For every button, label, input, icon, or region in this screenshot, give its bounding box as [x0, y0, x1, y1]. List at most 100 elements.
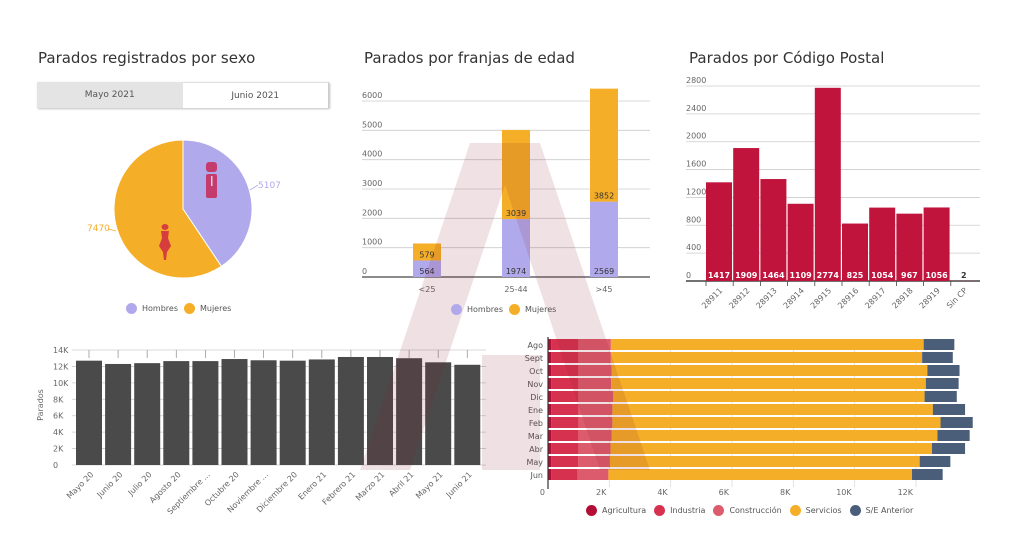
sector-bar-construccin [578, 339, 611, 350]
y-tick-label: 8K [53, 395, 64, 404]
cp-bar [787, 203, 814, 281]
legend-label-industria: Industria [670, 506, 706, 515]
bar-label-mujeres: 3852 [594, 192, 614, 201]
monthly-bar [396, 358, 423, 465]
sector-bar-industria [551, 391, 579, 402]
x-tick-label: 28914 [782, 286, 806, 310]
x-tick-label: 28912 [727, 286, 751, 310]
x-tick-label: 12K [898, 488, 914, 497]
sector-bar-seanterior [940, 417, 973, 428]
tab-label: Junio 2021 [231, 90, 280, 101]
bar-label-hombres: 2569 [594, 267, 614, 276]
y-tick-label: 1000 [362, 238, 382, 247]
sector-bar-servicios [612, 404, 933, 415]
y-tick-label: Dic [530, 393, 543, 402]
monthly-bar [454, 364, 481, 465]
sector-bar-construccin [578, 378, 612, 389]
x-tick-label: 28917 [863, 286, 887, 310]
bar-label-mujeres: 3039 [506, 209, 526, 218]
y-tick-label: May [526, 458, 543, 467]
legend-dot-industria [654, 505, 666, 516]
sector-bar-seanterior [922, 352, 953, 363]
x-tick-label: 28916 [836, 286, 860, 310]
cp-bar-chart: 0 400 800 1200 1600 2000 2400 2800 1417 28911 1909… [686, 76, 980, 310]
cp-bar-label: 1056 [925, 271, 948, 280]
male-icon-tie [211, 176, 213, 186]
legend-dot-construccion [713, 505, 725, 516]
sector-bar-seanterior [925, 378, 959, 389]
sector-bar-servicios [612, 417, 941, 428]
cp-bar [869, 207, 896, 281]
sector-bar-industria [551, 443, 579, 454]
y-tick-label: 5000 [362, 120, 382, 129]
x-tick-label: Sin CP [945, 286, 969, 310]
cp-chart-title: Parados por Código Postal [689, 49, 885, 67]
y-tick-label: 2K [53, 445, 64, 454]
y-tick-label: 4000 [362, 150, 382, 159]
tab-mayo-2021[interactable]: Mayo 2021 [37, 82, 183, 108]
pie-label-hombres: 5107 [258, 181, 281, 191]
sector-bar-industria [551, 352, 579, 363]
cp-bar-label: 1909 [735, 271, 758, 280]
monthly-bar [221, 359, 248, 465]
sector-bar-construccin [577, 469, 609, 480]
female-figure-icon [159, 224, 171, 260]
y-tick-label: 0 [686, 271, 691, 280]
sector-bar-industria [551, 469, 578, 480]
y-tick-label: 10K [53, 379, 69, 388]
y-tick-label: 0 [53, 461, 58, 470]
x-tick-label: 28919 [918, 286, 942, 310]
y-tick-label: Nov [527, 380, 543, 389]
sector-bar-agricultura [548, 378, 552, 389]
y-tick-label: Mar [528, 432, 544, 441]
cp-bar [923, 207, 950, 281]
legend-dot-se-anterior [849, 505, 861, 516]
monthly-bar [105, 363, 132, 465]
sex-chart-title: Parados registrados por sexo [38, 49, 256, 67]
y-tick-label: Ago [528, 341, 544, 350]
sector-bar-servicios [609, 456, 920, 467]
sector-bar-industria [551, 456, 579, 467]
x-tick-label: Mayo 20 [65, 470, 96, 501]
sector-bar-seanterior [924, 391, 957, 402]
x-tick-label: Junio 20 [95, 470, 125, 500]
bar-mujeres [502, 129, 530, 220]
y-tick-label: 1600 [686, 160, 706, 169]
sector-bar-industria [551, 365, 579, 376]
tab-junio-2021[interactable]: Junio 2021 [182, 82, 329, 108]
y-tick-label: 2000 [686, 132, 706, 141]
sector-bar-seanterior [932, 404, 966, 415]
cp-bar-label: 967 [901, 271, 918, 280]
monthly-bar [192, 361, 219, 465]
monthly-bar [76, 360, 102, 465]
bar-label-hombres: 1974 [506, 267, 526, 276]
y-tick-label: 4K [53, 428, 64, 437]
y-tick-label: 2000 [362, 208, 382, 217]
sector-bar-seanterior [927, 365, 960, 376]
x-tick-label: 28911 [700, 286, 724, 310]
legend-label-hombres: Hombres [467, 305, 503, 314]
y-tick-label: Jun [530, 471, 544, 480]
cp-bar [760, 179, 787, 281]
sector-bar-servicios [610, 339, 924, 350]
cp-bar-label: 825 [847, 271, 864, 280]
x-tick-label: 25-44 [504, 285, 527, 294]
sector-bar-construccin [578, 404, 613, 415]
monthly-bar [250, 360, 277, 465]
legend-dot-mujeres [183, 303, 195, 314]
monthly-bar [279, 360, 306, 465]
x-tick-label: Marzo 21 [354, 470, 386, 502]
cp-bar [842, 223, 868, 281]
y-tick-label: 2800 [686, 76, 706, 85]
monthly-bar [134, 363, 161, 465]
bar-mujeres [590, 88, 618, 202]
sector-bar-agricultura [548, 456, 552, 467]
sector-bar-agricultura [548, 404, 552, 415]
age-legend: Hombres Mujeres [445, 304, 556, 315]
sector-bar-agricultura [548, 469, 552, 480]
sector-bar-agricultura [548, 352, 552, 363]
y-tick-label: 400 [686, 243, 701, 252]
x-tick-label: >45 [596, 285, 613, 294]
y-tick-label: 2400 [686, 104, 706, 113]
